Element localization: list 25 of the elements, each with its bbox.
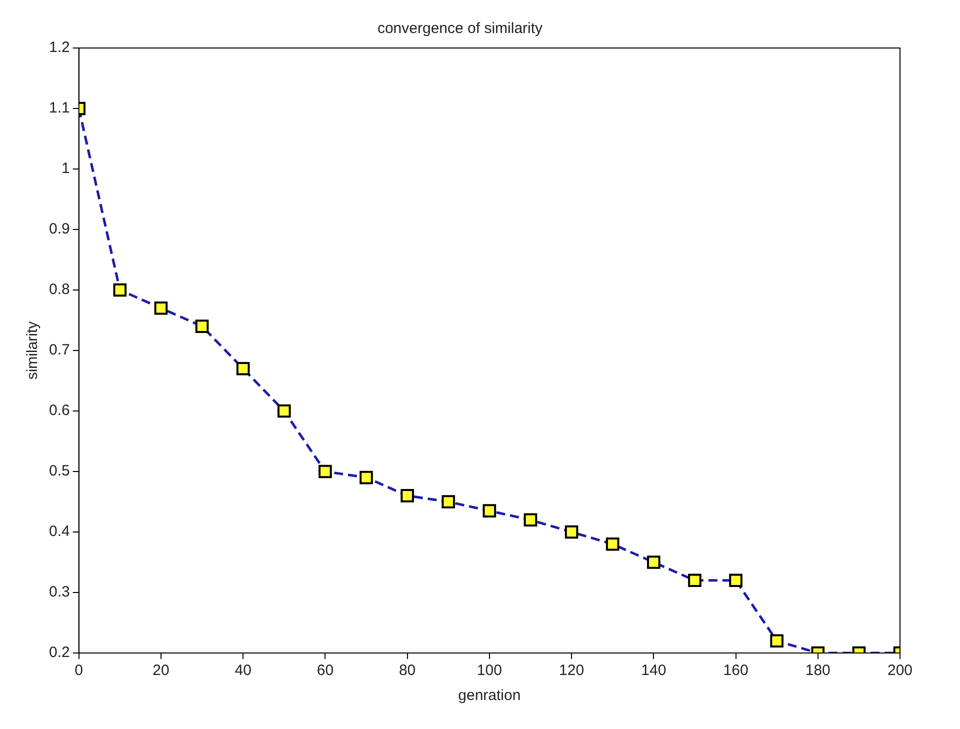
x-axis-title: genration bbox=[458, 687, 521, 704]
y-tick-label: 0.8 bbox=[48, 281, 70, 298]
x-tick-label: 120 bbox=[559, 662, 584, 680]
x-tick-label: 100 bbox=[476, 662, 502, 680]
x-tick-label: 200 bbox=[887, 662, 913, 680]
y-tick-label: 0.6 bbox=[48, 402, 70, 420]
y-tick-label: 1.1 bbox=[48, 100, 70, 117]
chart-title: convergence of similarity bbox=[377, 20, 544, 38]
x-tick-label: 160 bbox=[723, 662, 748, 680]
x-tick-label: 180 bbox=[805, 662, 830, 680]
y-tick-label: 1.2 bbox=[48, 39, 70, 56]
x-tick-label: 20 bbox=[152, 662, 170, 680]
y-tick-label: 0.4 bbox=[48, 523, 70, 540]
y-tick-label: 0.7 bbox=[48, 342, 70, 359]
y-tick-label: 0.5 bbox=[48, 462, 70, 480]
y-axis-title: similarity bbox=[24, 320, 42, 380]
x-tick-label: 80 bbox=[398, 662, 416, 680]
x-tick-label: 40 bbox=[234, 662, 252, 680]
x-tick-label: 140 bbox=[641, 662, 666, 680]
y-tick-label: 0.2 bbox=[48, 644, 70, 662]
x-tick-label: 60 bbox=[316, 662, 334, 680]
y-tick-label: 1 bbox=[62, 160, 70, 178]
y-tick-label: 0.3 bbox=[48, 584, 70, 601]
x-tick-label: 0 bbox=[74, 662, 84, 680]
y-tick-label: 0.9 bbox=[48, 220, 70, 238]
